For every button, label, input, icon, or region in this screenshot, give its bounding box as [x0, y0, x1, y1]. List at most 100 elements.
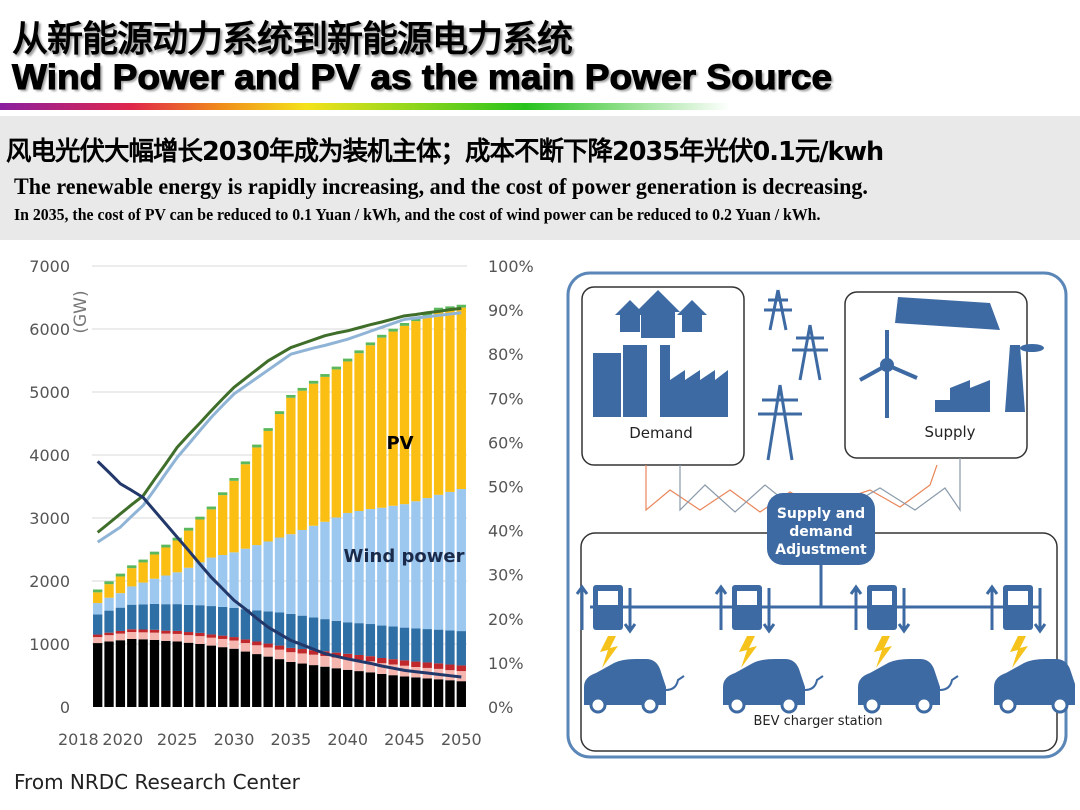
summary-english-1: The renewable energy is rapidly increasi… — [14, 174, 868, 199]
bar-segment-wind-power — [252, 545, 262, 611]
y2-tick-label: 10% — [488, 654, 524, 673]
y2-tick-label: 50% — [488, 478, 524, 497]
bar-segment-series-3 — [115, 607, 126, 631]
x-tick-label: 2040 — [327, 730, 368, 749]
bar-segment-wind-power — [456, 489, 466, 632]
y-axis-label: (GW) — [71, 290, 91, 333]
bar-segment-series-1 — [115, 633, 126, 641]
y-tick-label: 6000 — [29, 320, 70, 339]
bar-segment-pv — [161, 547, 171, 576]
bar-segment-series-6 — [195, 516, 205, 520]
bar-segment-series-6 — [115, 573, 126, 577]
bar-segment-series-0 — [286, 661, 296, 707]
bar-segment-wind-power — [206, 557, 216, 607]
bar-segment-wind-power — [422, 498, 432, 630]
bar-segment-pv — [308, 383, 319, 526]
arrow-down-icon — [762, 588, 776, 634]
bar-segment-series-0 — [422, 678, 432, 707]
electric-car-icon — [994, 659, 1075, 705]
bar-segment-series-1 — [104, 635, 114, 642]
lightning-bolt-icon — [739, 636, 757, 668]
bar-segment-series-3 — [149, 603, 160, 630]
charger-screen — [737, 591, 757, 605]
bar-segment-series-2 — [138, 629, 148, 633]
bar-segment-series-1 — [195, 636, 205, 644]
bar-segment-series-1 — [127, 632, 137, 639]
bar-segment-series-6 — [183, 527, 194, 531]
bar-segment-pv — [274, 414, 285, 538]
y2-tick-label: 90% — [488, 301, 524, 320]
bar-segment-pv — [365, 345, 376, 510]
bar-segment-series-1 — [354, 660, 364, 672]
bar-segment-series-0 — [93, 643, 103, 707]
buildings-icon — [593, 345, 647, 417]
bar-segment-series-0 — [411, 677, 421, 707]
bar-segment-series-2 — [422, 662, 432, 668]
bar-segment-series-6 — [161, 544, 171, 548]
y-tick-label: 3000 — [29, 509, 70, 528]
bar-segment-series-2 — [183, 632, 194, 636]
bar-segment-wind-power — [183, 567, 194, 605]
arrow-up-icon — [575, 584, 589, 630]
bar-segment-series-3 — [365, 624, 376, 657]
charging-plug-icon — [804, 675, 824, 691]
y-tick-label: 0 — [60, 698, 70, 717]
bar-segment-pv — [343, 361, 353, 513]
car-wheel — [641, 696, 659, 714]
bar-segment-series-0 — [229, 648, 239, 707]
bar-segment-series-0 — [388, 675, 398, 707]
adjustment-node — [767, 493, 875, 565]
car-wheel — [589, 696, 607, 714]
bar-segment-series-0 — [172, 641, 182, 707]
bar-segment-series-1 — [172, 633, 182, 642]
bar-segment-series-3 — [104, 610, 114, 633]
bar-segment-wind-power — [320, 521, 330, 620]
bar-segment-series-3 — [172, 604, 182, 631]
bar-segment-series-3 — [445, 630, 455, 665]
bar-segment-pv — [331, 369, 341, 518]
bar-segment-series-0 — [240, 651, 251, 707]
y-tick-label: 4000 — [29, 446, 70, 465]
bar-segment-pv — [229, 480, 239, 553]
bar-segment-wind-power — [388, 505, 398, 627]
bar-segment-series-2 — [127, 629, 137, 633]
bar-segment-pv — [286, 397, 296, 535]
bar-segment-series-6 — [320, 374, 330, 377]
bars — [93, 304, 466, 707]
bar-segment-series-6 — [343, 358, 353, 362]
bar-segment-series-3 — [411, 628, 421, 662]
bar-segment-series-6 — [252, 444, 262, 448]
bar-segment-series-2 — [206, 634, 216, 638]
bar-segment-pv — [104, 584, 114, 598]
bar-segment-wind-power — [172, 572, 182, 605]
trend-line-2 — [96, 460, 462, 679]
y2-tick-label: 100% — [488, 257, 534, 276]
bar-segment-wind-power — [286, 534, 296, 614]
bar-segment-series-2 — [252, 641, 262, 646]
bar-segment-series-2 — [104, 632, 114, 636]
bar-segment-wind-power — [445, 491, 455, 631]
bar-segment-series-1 — [229, 640, 239, 649]
electric-car-icon — [584, 659, 666, 705]
bar-segment-series-2 — [240, 639, 251, 644]
y-tick-label: 7000 — [29, 257, 70, 276]
wind-turbine-icon — [859, 330, 918, 418]
bar-segment-pv — [297, 390, 307, 530]
bar-segment-series-0 — [183, 642, 194, 707]
bar-segment-series-2 — [456, 665, 466, 672]
bar-segment-pv — [263, 430, 273, 542]
bar-segment-series-3 — [229, 607, 239, 638]
demand-label: Demand — [629, 424, 693, 442]
bar-segment-wind-power — [263, 541, 273, 612]
bar-segment-series-2 — [172, 630, 182, 634]
bar-segment-series-3 — [422, 629, 432, 663]
bar-segment-series-6 — [104, 581, 114, 585]
bar-segment-pv — [388, 331, 398, 506]
bar-segment-series-0 — [365, 672, 376, 707]
bar-segment-pv — [320, 376, 330, 522]
bar-segment-pv — [172, 540, 182, 573]
y2-tick-label: 20% — [488, 610, 524, 629]
bar-segment-series-3 — [286, 613, 296, 648]
bar-segment-series-3 — [297, 615, 307, 650]
bar-segment-series-0 — [399, 676, 410, 707]
